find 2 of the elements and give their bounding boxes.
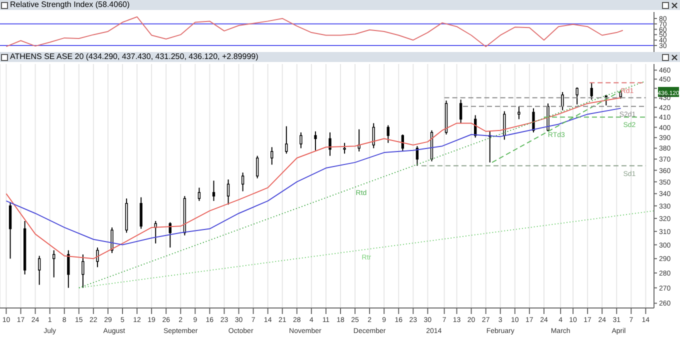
chart-title: ATHENS SE ASE 20 (434.290, 437.430, 431.250, 436.120, +2.89999) [10, 52, 258, 62]
chart-title: Relative Strength Index (58.4060) [10, 0, 130, 10]
